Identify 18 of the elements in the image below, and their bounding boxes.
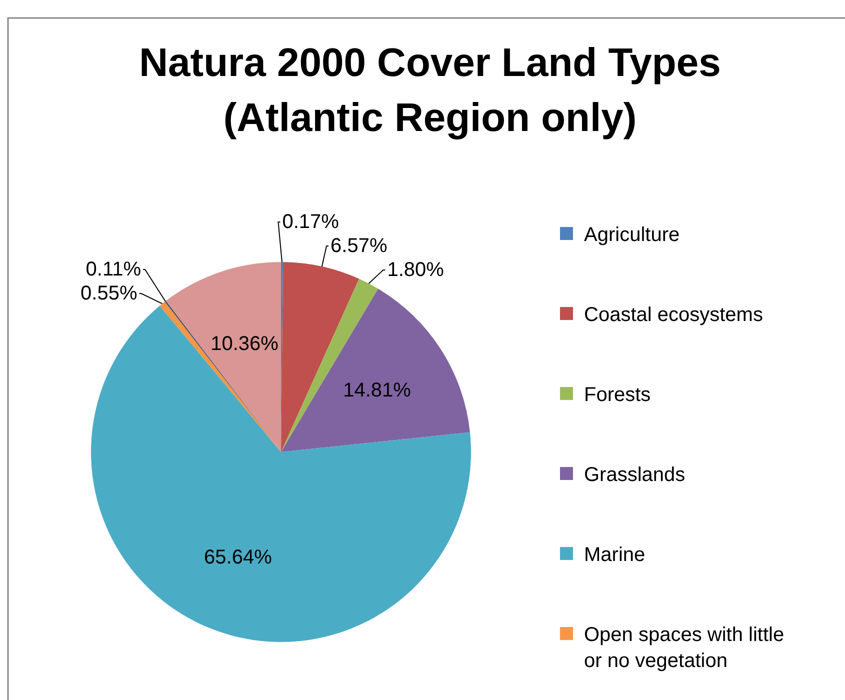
data-label: 1.80% xyxy=(387,259,444,282)
data-label: 10.36% xyxy=(210,332,279,355)
pie-slice xyxy=(281,288,470,452)
data-label: 6.57% xyxy=(330,235,388,258)
legend-label: Forests xyxy=(584,384,651,406)
legend-label: Marine xyxy=(584,544,646,566)
data-label: 14.81% xyxy=(343,380,412,402)
chart-title: Natura 2000 Cover Land Types (Atlantic Region only) xyxy=(139,41,721,140)
data-label: 65.64% xyxy=(204,546,272,569)
data-label: 0.11% xyxy=(86,258,142,281)
legend-label: Grasslands xyxy=(584,464,686,486)
data-label: 0.17% xyxy=(282,211,340,234)
data-label: 0.55% xyxy=(80,282,138,305)
pie-slice xyxy=(91,306,471,642)
pie-slice xyxy=(166,262,281,452)
legend-label: Open spaces with little or no vegetation xyxy=(584,624,784,672)
legend-label: Coastal ecosystems xyxy=(584,304,763,326)
legend-label: Agriculture xyxy=(584,224,680,246)
